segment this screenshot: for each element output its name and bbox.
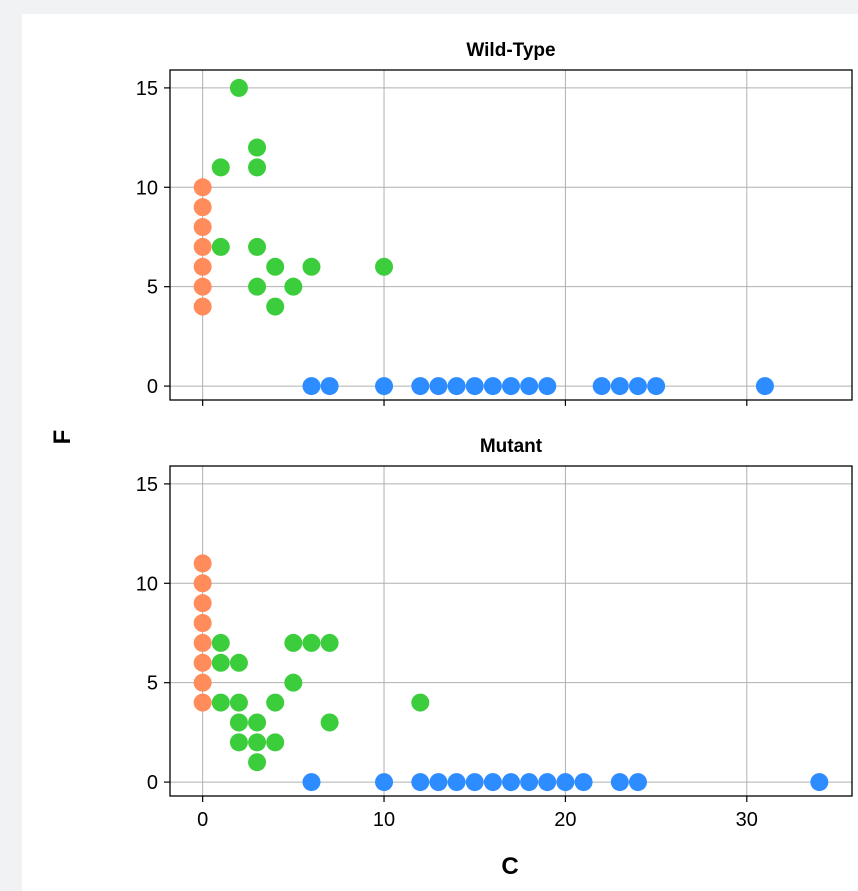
data-point-blue [411,773,430,792]
x-tick-label: 30 [736,809,758,831]
data-point-green [211,237,230,256]
data-point-orange [193,297,212,316]
data-point-orange [193,693,212,712]
data-point-blue [647,377,666,396]
data-point-green [284,277,303,296]
data-point-orange [193,673,212,692]
y-tick-label: 15 [136,78,158,100]
data-point-green [266,693,285,712]
data-point-green [229,78,248,97]
y-tick-label: 10 [136,573,158,595]
data-point-green [229,653,248,672]
data-point-green [248,277,267,296]
data-point-blue [502,773,520,792]
data-point-orange [193,277,212,296]
data-point-green [248,713,267,732]
data-point-orange [193,594,212,613]
data-point-blue [429,377,448,396]
data-point-blue [610,377,629,396]
data-point-blue [302,773,321,792]
data-point-green [411,693,430,712]
data-point-orange [193,257,212,276]
data-point-blue [628,377,647,396]
data-point-green [266,297,285,316]
data-point-blue [502,377,520,396]
data-point-blue [520,773,539,792]
data-point-blue [302,377,321,396]
x-axis-label: C [501,853,518,880]
data-point-green [320,713,339,732]
scatter-figure: F C 0 5 10 15 Wild-Type 0 5 10 15 0 10 20 30 Mutant [49,40,853,880]
data-point-blue [483,773,502,792]
y-tick-label: 0 [147,772,158,794]
data-point-green [211,693,230,712]
data-point-green [302,257,321,276]
data-point-green [375,257,394,276]
plot-frame [169,69,853,401]
data-point-orange [193,198,212,217]
y-tick-label: 15 [136,474,158,496]
data-point-green [211,653,230,672]
y-tick-label: 10 [136,177,158,199]
y-tick-label: 5 [147,277,158,299]
data-point-blue [810,773,829,792]
data-point-blue [375,377,394,396]
data-point-green [229,713,248,732]
plot-area [170,70,852,400]
data-point-orange [193,237,212,256]
data-point-blue [483,377,502,396]
data-point-blue [574,773,593,792]
data-point-blue [520,377,539,396]
data-point-blue [375,773,394,792]
data-point-blue [592,377,611,396]
data-point-green [266,733,285,752]
data-point-green [211,633,230,652]
data-point-orange [193,614,212,633]
data-point-green [284,633,303,652]
data-point-blue [447,377,466,396]
data-point-orange [193,554,212,573]
data-point-orange [193,218,212,237]
data-point-green [248,733,267,752]
data-point-blue [556,773,575,792]
data-point-blue [465,377,484,396]
data-point-green [229,733,248,752]
data-point-blue [429,773,448,792]
y-tick-label: 5 [147,673,158,695]
data-point-green [211,158,230,177]
chart-card: F C 0 5 10 15 Wild-Type 0 5 10 15 0 10 20 30 Mutant [22,14,858,891]
data-point-blue [538,773,557,792]
plot-frame [169,465,853,797]
data-point-orange [193,574,212,593]
y-axis-label: F [49,430,76,445]
x-tick-label: 20 [554,809,576,831]
panel-title: Wild-Type [466,40,555,61]
panel-title: Mutant [480,436,543,457]
data-point-orange [193,653,212,672]
data-point-blue [447,773,466,792]
data-point-green [266,257,285,276]
data-point-green [248,237,267,256]
data-point-orange [193,178,212,197]
data-point-orange [193,633,212,652]
data-point-green [284,673,303,692]
data-point-green [320,633,339,652]
data-point-blue [465,773,484,792]
data-point-blue [411,377,430,396]
data-point-blue [538,377,557,396]
data-point-green [248,753,267,772]
y-tick-label: 0 [147,376,158,398]
data-point-green [248,158,267,177]
data-point-green [248,138,267,157]
data-point-blue [610,773,629,792]
x-tick-label: 10 [373,809,395,831]
data-point-green [229,693,248,712]
data-point-blue [320,377,339,396]
data-point-blue [755,377,774,396]
data-point-blue [628,773,647,792]
x-tick-label: 0 [197,809,208,831]
data-point-green [302,633,321,652]
